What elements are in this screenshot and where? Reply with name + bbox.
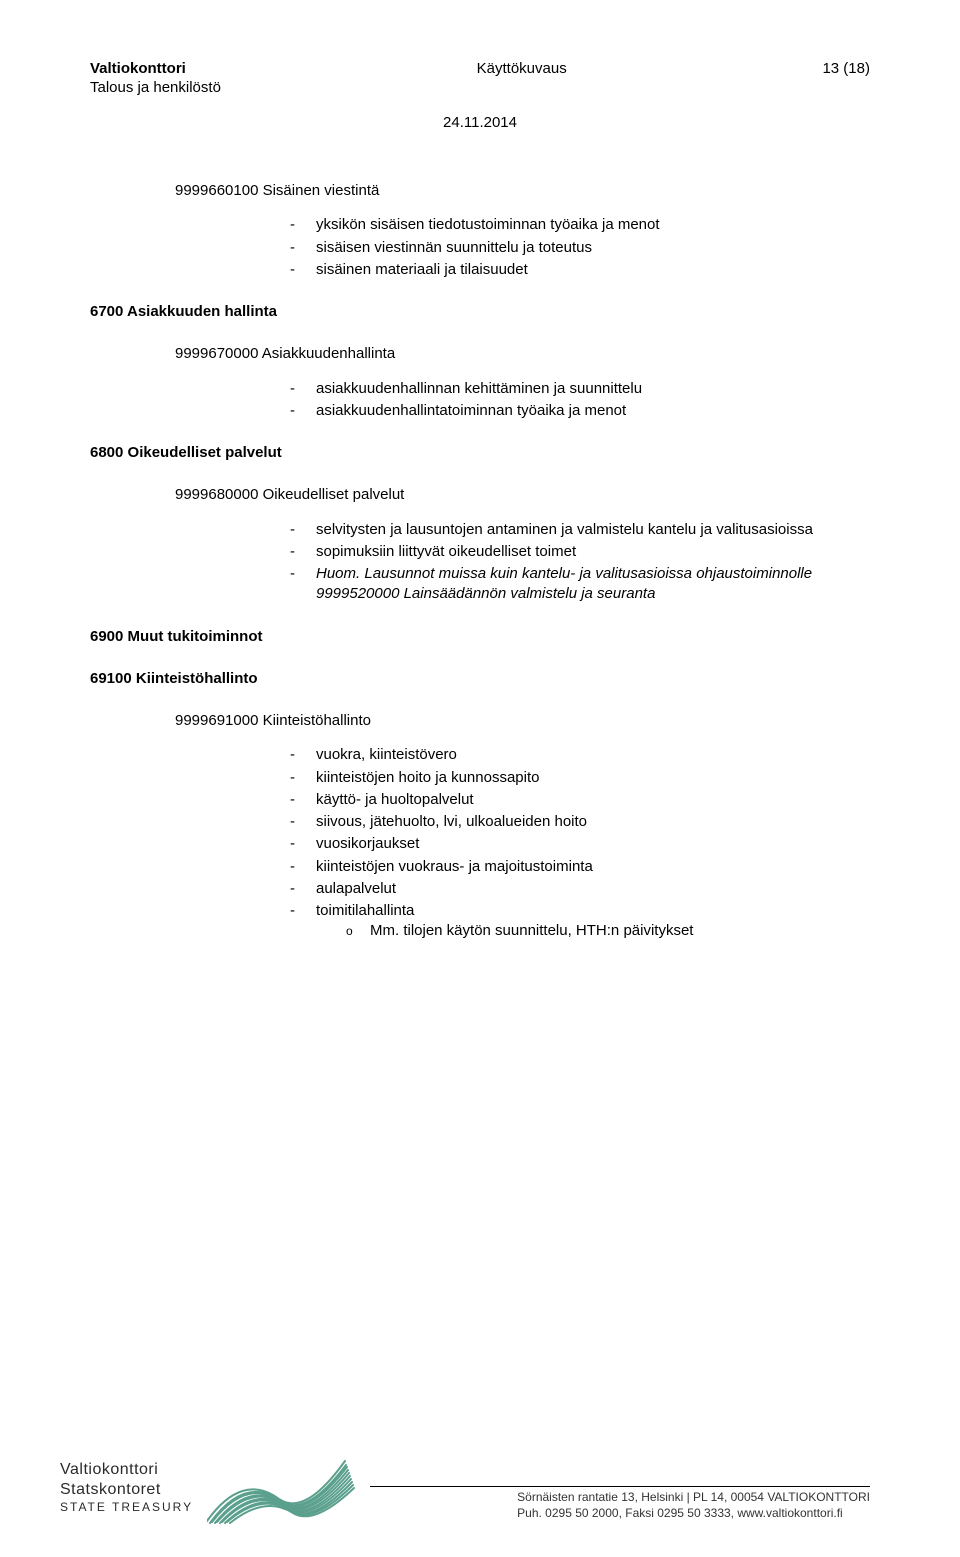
page: Valtiokonttori Talous ja henkilöstö Käyt… <box>0 0 960 942</box>
list-item: siivous, jätehuolto, lvi, ulkoalueiden h… <box>290 812 870 832</box>
footer-contact-line: Puh. 0295 50 2000, Faksi 0295 50 3333, w… <box>517 1505 870 1521</box>
logo-line1: Valtiokonttori <box>60 1460 193 1480</box>
section-heading: 6700 Asiakkuuden hallinta <box>90 302 870 322</box>
list-item: selvitysten ja lausuntojen antaminen ja … <box>290 520 870 540</box>
sub-list: Mm. tilojen käytön suunnittelu, HTH:n pä… <box>316 921 870 941</box>
bullet-list: selvitysten ja lausuntojen antaminen ja … <box>175 520 870 605</box>
section-code: 9999660100 Sisäinen viestintä <box>175 181 870 201</box>
list-item: Huom. Lausunnot muissa kuin kantelu- ja … <box>290 564 870 605</box>
section-code: 9999680000 Oikeudelliset palvelut <box>175 485 870 505</box>
section-heading: 6800 Oikeudelliset palvelut <box>90 443 870 463</box>
section-heading: 69100 Kiinteistöhallinto <box>90 669 870 689</box>
list-item: kiinteistöjen vuokraus- ja majoitustoimi… <box>290 857 870 877</box>
header-doc-type: Käyttökuvaus <box>477 60 567 96</box>
list-item: asiakkuudenhallinnan kehittäminen ja suu… <box>290 379 870 399</box>
footer-divider <box>370 1486 870 1487</box>
header-date: 24.11.2014 <box>90 114 870 131</box>
section-heading: 6900 Muut tukitoiminnot <box>90 627 870 647</box>
footer: Valtiokonttori Statskontoret STATE TREAS… <box>0 1447 960 1527</box>
sub-list-item: Mm. tilojen käytön suunnittelu, HTH:n pä… <box>346 921 870 941</box>
list-item: aulapalvelut <box>290 879 870 899</box>
bullet-list: yksikön sisäisen tiedotustoiminnan työai… <box>175 215 870 280</box>
list-item: sisäinen materiaali ja tilaisuudet <box>290 260 870 280</box>
logo-line3: STATE TREASURY <box>60 1500 193 1515</box>
list-item: asiakkuudenhallintatoiminnan työaika ja … <box>290 401 870 421</box>
header-left-block: Valtiokonttori Talous ja henkilöstö <box>90 60 221 96</box>
section-code: 9999670000 Asiakkuudenhallinta <box>175 344 870 364</box>
section-code: 9999691000 Kiinteistöhallinto <box>175 711 870 731</box>
footer-address: Sörnäisten rantatie 13, Helsinki | PL 14… <box>517 1489 870 1521</box>
swirl-icon <box>207 1447 357 1527</box>
list-item: sopimuksiin liittyvät oikeudelliset toim… <box>290 542 870 562</box>
list-item: toimitilahallinta Mm. tilojen käytön suu… <box>290 901 870 942</box>
logo-text: Valtiokonttori Statskontoret STATE TREAS… <box>60 1460 193 1515</box>
list-item-label: toimitilahallinta <box>316 902 414 919</box>
header-dept: Talous ja henkilöstö <box>90 79 221 96</box>
footer-address-line: Sörnäisten rantatie 13, Helsinki | PL 14… <box>517 1489 870 1505</box>
list-item: yksikön sisäisen tiedotustoiminnan työai… <box>290 215 870 235</box>
content: 9999660100 Sisäinen viestintä yksikön si… <box>90 181 870 942</box>
list-item: vuosikorjaukset <box>290 834 870 854</box>
bullet-list: asiakkuudenhallinnan kehittäminen ja suu… <box>175 379 870 422</box>
bullet-list: vuokra, kiinteistövero kiinteistöjen hoi… <box>175 745 870 941</box>
header-page: 13 (18) <box>822 60 870 96</box>
header-row: Valtiokonttori Talous ja henkilöstö Käyt… <box>90 60 870 96</box>
logo-line2: Statskontoret <box>60 1480 193 1500</box>
list-item: käyttö- ja huoltopalvelut <box>290 790 870 810</box>
italic-note: Huom. Lausunnot muissa kuin kantelu- ja … <box>316 565 812 602</box>
list-item: kiinteistöjen hoito ja kunnossapito <box>290 768 870 788</box>
logo-block: Valtiokonttori Statskontoret STATE TREAS… <box>60 1447 357 1527</box>
list-item: vuokra, kiinteistövero <box>290 745 870 765</box>
list-item: sisäisen viestinnän suunnittelu ja toteu… <box>290 238 870 258</box>
header-org: Valtiokonttori <box>90 60 221 77</box>
